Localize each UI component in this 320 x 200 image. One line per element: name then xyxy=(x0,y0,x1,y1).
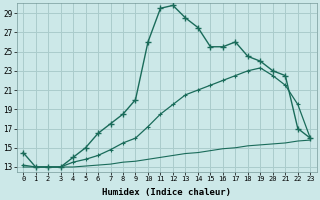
X-axis label: Humidex (Indice chaleur): Humidex (Indice chaleur) xyxy=(102,188,231,197)
